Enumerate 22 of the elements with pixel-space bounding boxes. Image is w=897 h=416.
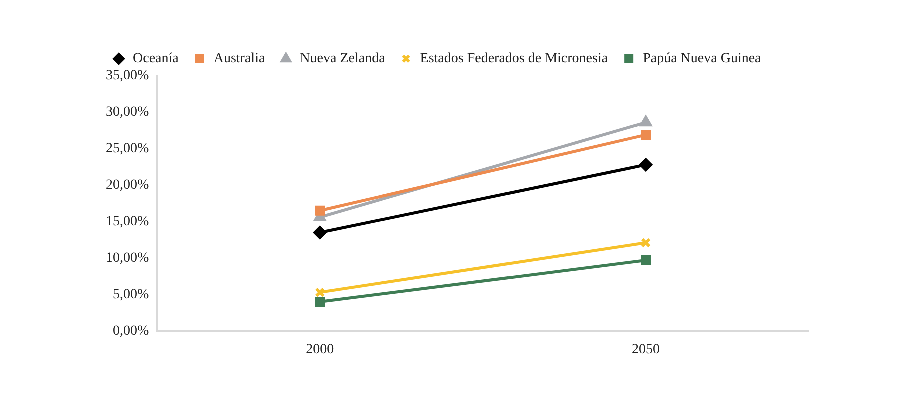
y-tick-label: 10,00% xyxy=(106,250,150,266)
x-tick-label: 2050 xyxy=(632,342,660,358)
point xyxy=(641,255,652,266)
point xyxy=(640,158,653,172)
y-tick-label: 20,00% xyxy=(106,178,150,194)
point xyxy=(315,206,326,216)
y-tick-label: 25,00% xyxy=(106,142,150,157)
legend-label: Papúa Nueva Guinea xyxy=(643,52,762,67)
y-tick-label: 5,00% xyxy=(112,287,150,302)
y-tick-label: 30,00% xyxy=(106,105,150,120)
legend-label: Estados Federados de Micronesia xyxy=(420,52,609,67)
legend-label: Australia xyxy=(214,52,266,67)
y-tick-label: 15,00% xyxy=(106,214,150,230)
x-tick-label: 2000 xyxy=(306,342,334,358)
y-tick-label: 0,00% xyxy=(112,324,150,339)
point xyxy=(314,226,327,240)
point xyxy=(315,297,326,308)
legend-label: Nueva Zelanda xyxy=(300,52,386,67)
point xyxy=(640,116,652,127)
y-tick-label: 35,00% xyxy=(106,68,150,84)
legend-label: Oceanía xyxy=(133,52,180,67)
point xyxy=(641,130,652,140)
